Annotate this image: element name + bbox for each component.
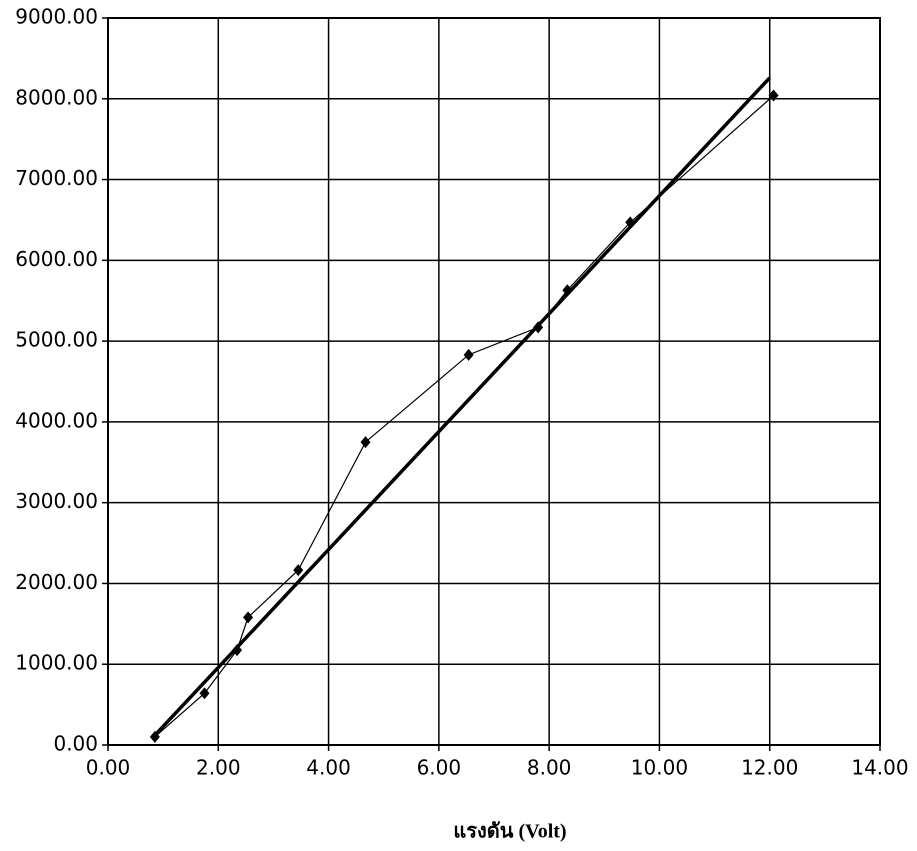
plot-area — [108, 18, 880, 745]
y-tick-label: 2000.00 — [15, 570, 98, 594]
x-tick-label: 14.00 — [851, 756, 908, 780]
y-tick-label: 1000.00 — [15, 651, 98, 675]
y-tick-label: 8000.00 — [15, 85, 98, 109]
y-tick-label: 6000.00 — [15, 247, 98, 271]
chart: แรงดัน (Volt) 0.00 1000.00 2000.00 3000.00 4… — [0, 0, 917, 851]
y-tick-label: 5000.00 — [15, 328, 98, 352]
x-tick-label: 4.00 — [306, 756, 351, 780]
y-tick-label: 4000.00 — [15, 408, 98, 432]
y-tick-label: 0.00 — [53, 732, 98, 756]
x-tick-label: 10.00 — [631, 756, 688, 780]
y-tick-label: 7000.00 — [15, 166, 98, 190]
x-axis-title: แรงดัน (Volt) — [453, 821, 566, 843]
y-tick-label: 9000.00 — [15, 5, 98, 29]
x-tick-label: 2.00 — [196, 756, 241, 780]
x-tick-label: 12.00 — [741, 756, 798, 780]
x-tick-label: 8.00 — [527, 756, 572, 780]
x-tick-label: 6.00 — [417, 756, 462, 780]
x-tick-label: 0.00 — [86, 756, 131, 780]
y-tick-label: 3000.00 — [15, 489, 98, 513]
